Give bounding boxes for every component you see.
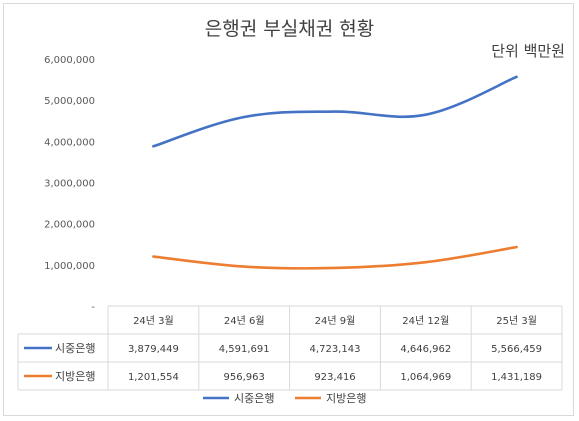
- y-tick-label: -: [91, 302, 95, 313]
- category-label: 24년 6월: [224, 315, 265, 327]
- y-tick-label: 4,000,000: [44, 137, 95, 148]
- data-label: 5,566,459: [491, 344, 542, 355]
- y-axis: - 1,000,000 2,000,000 3,000,000 4,000,000 5,0…: [44, 55, 95, 313]
- legend-label: 지방은행: [326, 392, 366, 405]
- data-label: 1,201,554: [128, 372, 179, 383]
- y-tick-label: 2,000,000: [44, 220, 95, 231]
- data-label: 3,879,449: [128, 344, 179, 355]
- data-label: 1,431,189: [491, 372, 542, 383]
- data-label: 4,723,143: [310, 344, 361, 355]
- table-row-label: 지방은행: [55, 370, 95, 383]
- table-row-label: 시중은행: [55, 342, 95, 355]
- category-label: 24년 3월: [133, 315, 174, 327]
- series-line-2: [152, 245, 518, 270]
- y-tick-label: 3,000,000: [44, 179, 95, 190]
- y-tick-label: 1,000,000: [44, 261, 95, 272]
- data-label: 4,591,691: [219, 344, 270, 355]
- category-label: 25년 3월: [496, 315, 537, 327]
- category-label: 24년 12월: [402, 315, 449, 327]
- y-tick-label: 6,000,000: [44, 55, 95, 66]
- chart-frame: [3, 3, 574, 416]
- data-label: 4,646,962: [400, 344, 451, 355]
- data-label: 923,416: [314, 372, 355, 383]
- data-label: 956,963: [224, 372, 265, 383]
- category-label: 24년 9월: [315, 315, 356, 327]
- legend-label: 시중은행: [234, 392, 274, 405]
- data-label: 1,064,969: [400, 372, 451, 383]
- chart-title: 은행권 부실채권 현황: [204, 18, 375, 40]
- unit-label: 단위 백만원: [491, 42, 565, 60]
- legend: 시중은행 지방은행: [203, 392, 366, 405]
- y-tick-label: 5,000,000: [44, 96, 95, 107]
- plot-lines: [152, 75, 518, 270]
